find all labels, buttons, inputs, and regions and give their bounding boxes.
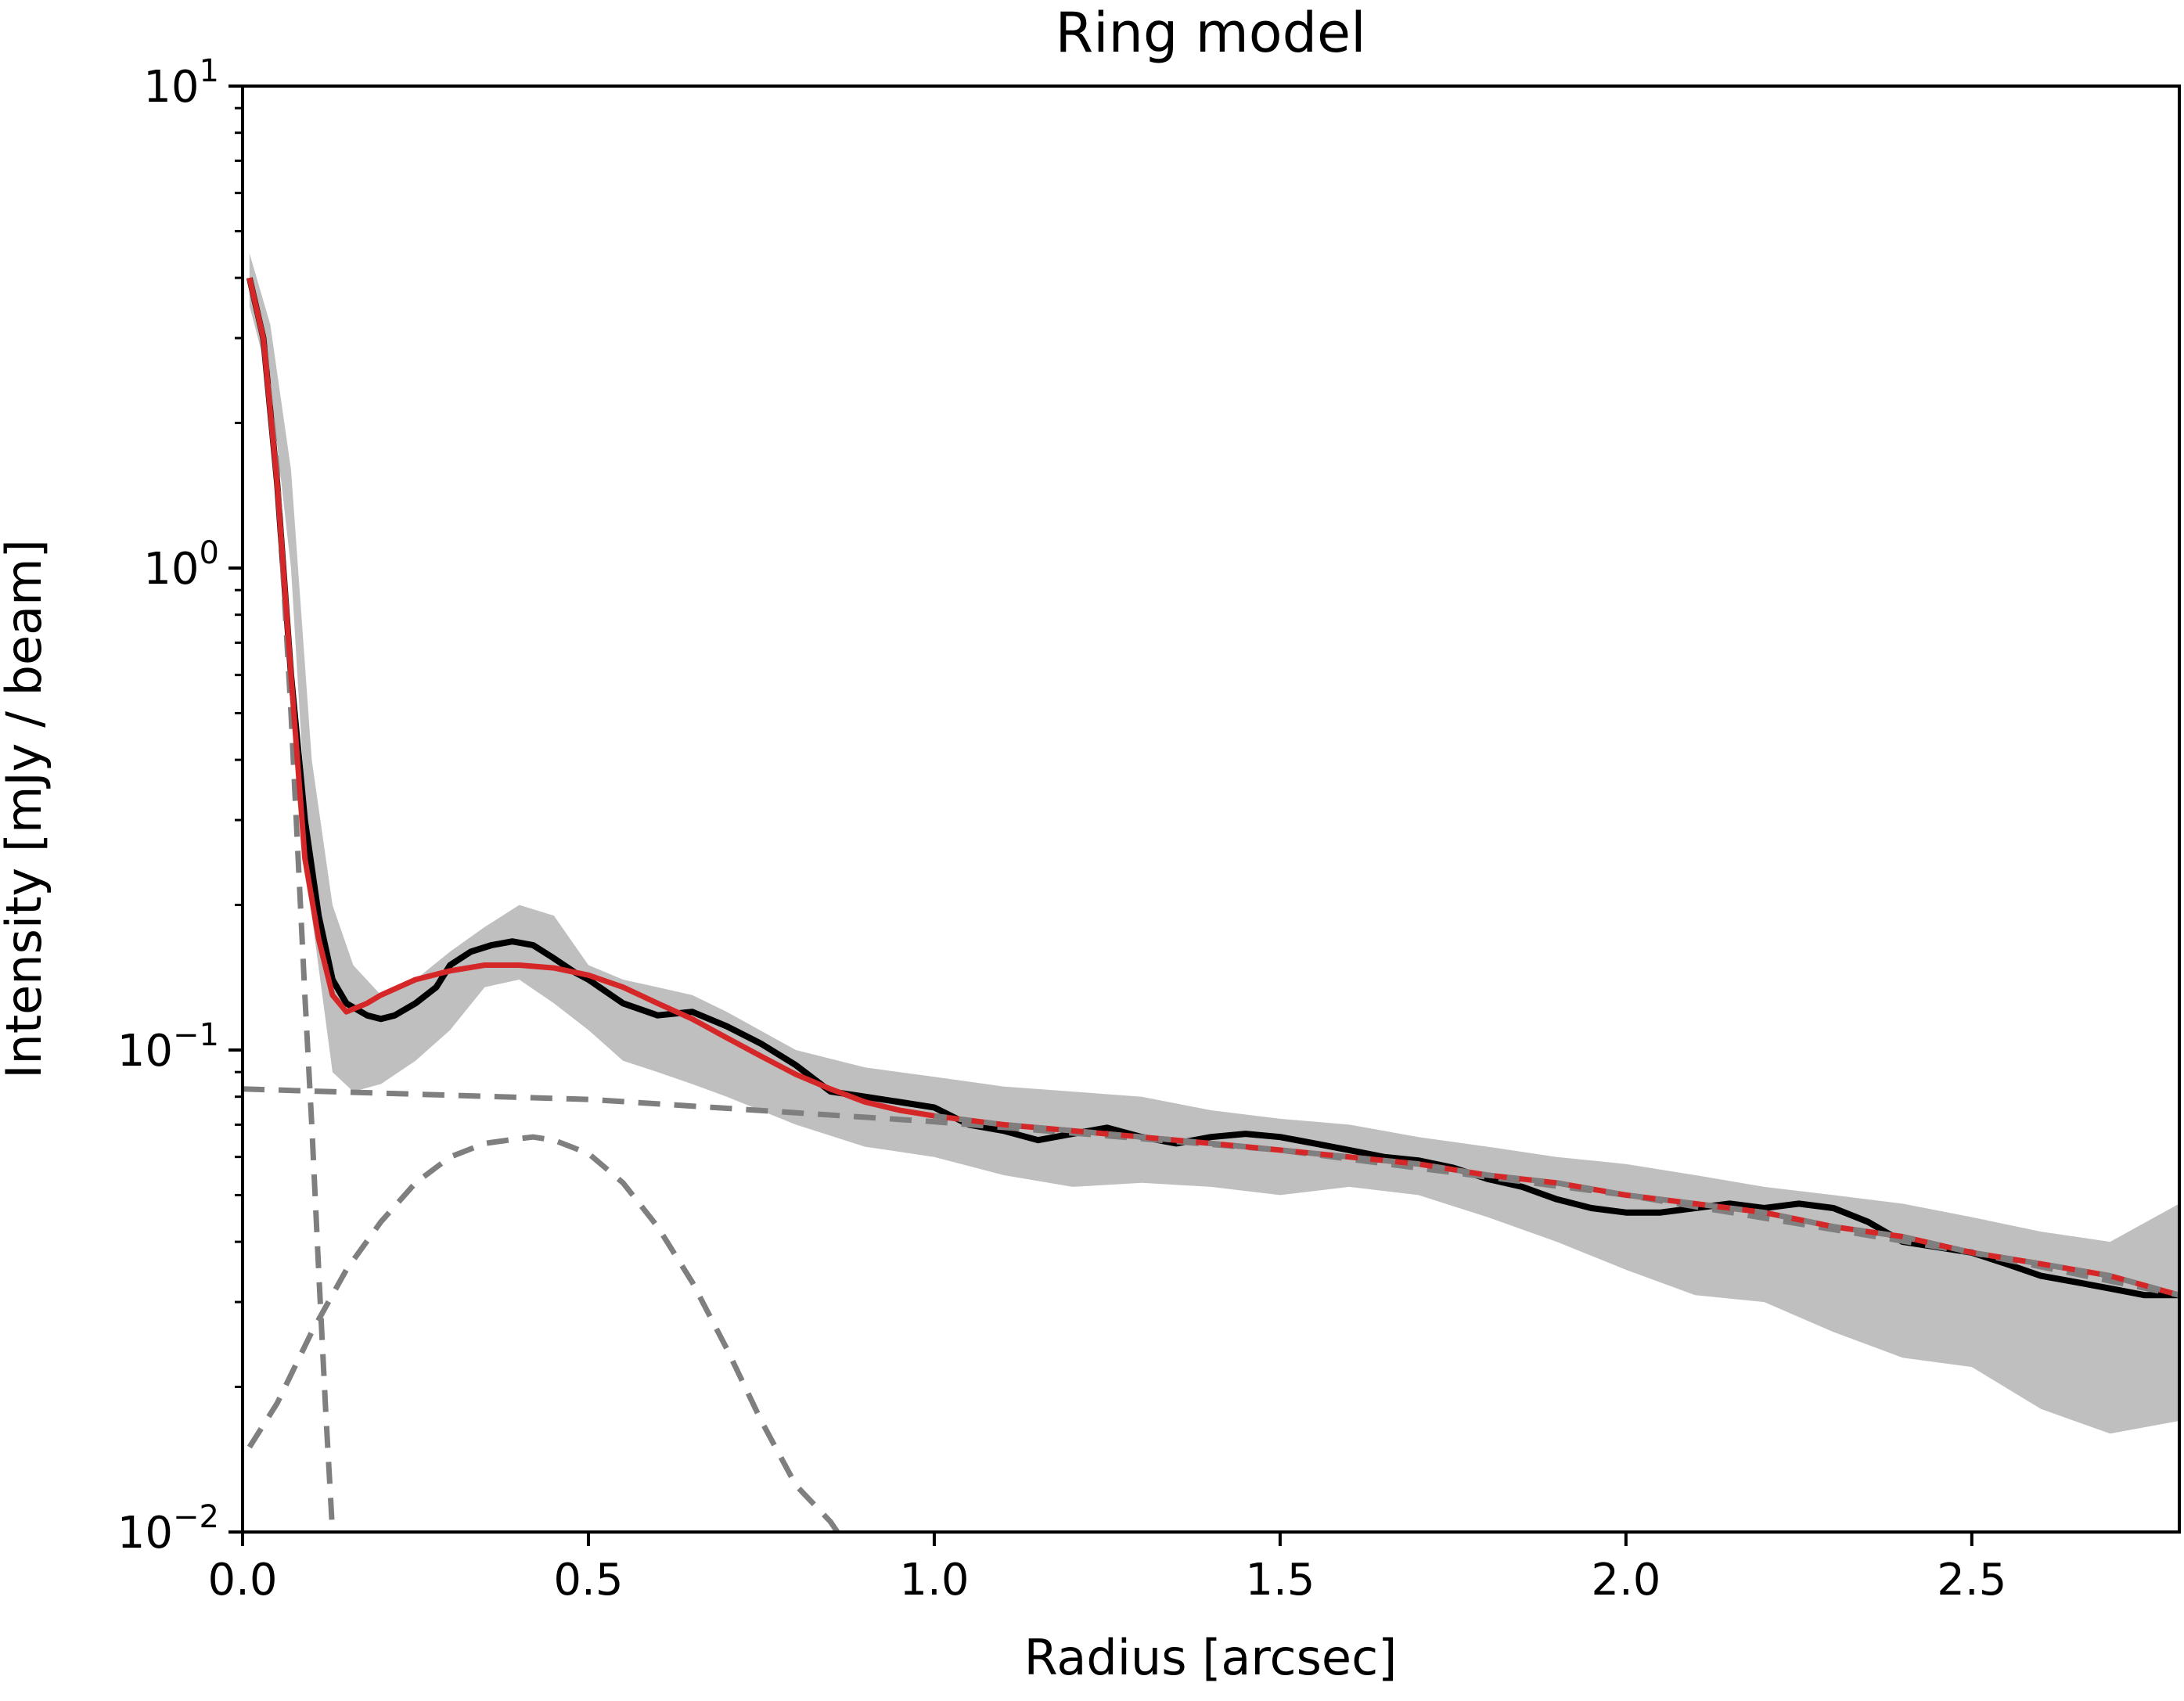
x-tick-label: 1.5 <box>1245 1555 1315 1606</box>
x-axis-label: Radius [arcsec] <box>1024 1629 1398 1686</box>
plot-frame <box>241 85 2181 1534</box>
x-tick-label: 2.5 <box>1937 1555 2006 1606</box>
y-tick-label: 10−2 <box>117 1499 219 1559</box>
uncertainty-band <box>249 253 2179 1434</box>
x-tick-label: 1.0 <box>899 1555 969 1606</box>
x-tick-label: 0.5 <box>553 1555 623 1606</box>
plot-content <box>243 253 2179 1532</box>
y-tick-label: 10−1 <box>117 1017 219 1077</box>
y-axis-ticks: 101 100 10−1 10−2 <box>117 53 243 1559</box>
y-tick-label: 100 <box>143 535 219 595</box>
series-ring-component <box>246 1134 840 1532</box>
y-axis-label: Intensity [mJy / beam] <box>0 539 52 1079</box>
x-tick-label: 2.0 <box>1591 1555 1660 1606</box>
chart-title: Ring model <box>1055 1 1365 65</box>
y-tick-label: 101 <box>143 53 219 113</box>
x-axis-ticks: 0.0 0.5 1.0 1.5 2.0 2.5 <box>207 1532 2006 1606</box>
series-central-component <box>246 277 336 1532</box>
series-observed-profile <box>246 277 2179 1299</box>
x-tick-label: 0.0 <box>207 1555 277 1606</box>
series-total-model-outer-overlay <box>934 1113 2179 1298</box>
